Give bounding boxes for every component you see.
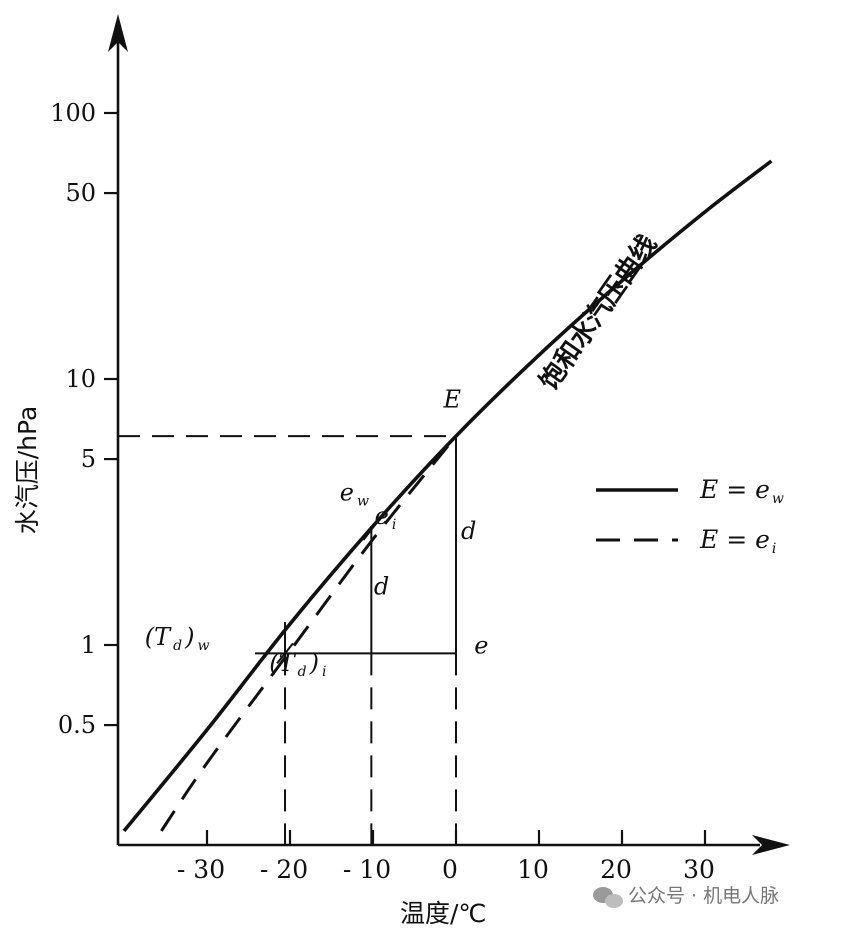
x-ticks: - 30 - 20 - 10 0 10 20 30 [177, 830, 715, 884]
x-tick-label: - 30 [177, 855, 225, 884]
y-tick-label: 10 [65, 365, 96, 393]
annotation-e: e [474, 631, 488, 659]
y-tick-label: 0.5 [58, 711, 96, 739]
annotation-E: E [443, 386, 462, 414]
annotation-td-w: (T d) w [145, 623, 210, 654]
curve-label: 饱和水汽压曲线 [534, 230, 663, 396]
x-axis-arrow [752, 835, 790, 855]
y-tick-label: 50 [65, 179, 96, 207]
watermark-text: 公众号 · 机电人脉 [628, 885, 779, 907]
watermark: 公众号 · 机电人脉 [593, 885, 779, 908]
y-axis-arrow [108, 14, 128, 52]
series-line-water [122, 159, 773, 833]
guide-td-cross [276, 642, 294, 665]
annotation-d-lower: d [374, 572, 389, 600]
x-tick-label: - 20 [260, 855, 308, 884]
wechat-icon [593, 887, 623, 908]
x-tick-label: 0 [442, 855, 458, 884]
y-axis-title: 水汽压/hPa [13, 406, 42, 535]
x-tick-label: 10 [517, 855, 549, 884]
x-tick-label: - 10 [343, 855, 391, 884]
x-tick-label: 30 [683, 855, 715, 884]
y-ticks: 0.5 1 5 10 50 100 [50, 99, 118, 739]
y-tick-label: 1 [81, 631, 96, 659]
annotation-d-upper: d [461, 517, 476, 545]
x-axis-title: 温度/℃ [400, 899, 487, 928]
series-line-ice [160, 435, 458, 832]
y-tick-label: 100 [50, 99, 96, 127]
x-tick-label: 20 [600, 855, 632, 884]
annotations: Ee we i d d e (T d) w (T d) i [145, 386, 489, 680]
y-tick-label: 5 [81, 445, 96, 473]
annotation-td-i: (T d) i [269, 649, 326, 680]
